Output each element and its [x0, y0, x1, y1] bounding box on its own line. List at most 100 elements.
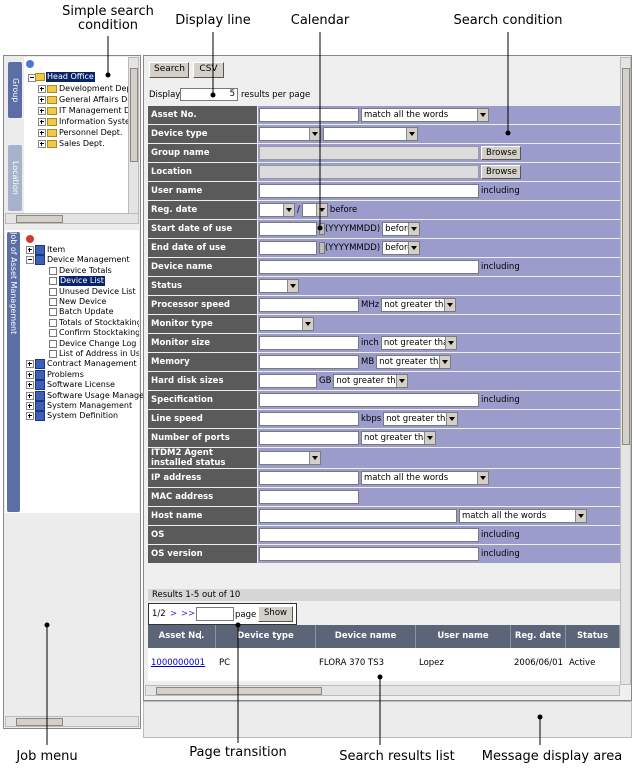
menu-item[interactable]: Totals of Stocktaking-U — [59, 317, 139, 327]
column-header[interactable]: User name — [416, 625, 511, 648]
pager-next[interactable]: > — [170, 609, 178, 619]
tree-node[interactable]: Head Office — [46, 72, 95, 82]
menu-item[interactable]: Device List — [59, 276, 105, 287]
select[interactable] — [259, 203, 295, 217]
tree-node[interactable]: Sales Dept. — [59, 139, 105, 148]
field-label: Number of ports — [148, 428, 258, 448]
calendar-icon[interactable] — [319, 242, 325, 254]
text-input[interactable] — [259, 431, 359, 445]
select[interactable] — [259, 451, 321, 465]
select[interactable]: not greater than — [381, 298, 457, 312]
folder-icon — [47, 107, 57, 115]
column-header[interactable]: Device name — [316, 625, 416, 648]
menu-item[interactable]: New Device — [59, 297, 107, 306]
text-input[interactable] — [259, 241, 317, 255]
tab[interactable]: Location — [8, 145, 22, 211]
select-arrow — [287, 280, 298, 292]
text-input[interactable] — [259, 108, 359, 122]
field-text: MB — [361, 357, 375, 367]
form-row: Line speed kbps not greater than — [148, 409, 620, 429]
menu-item[interactable]: Unused Device List — [59, 286, 136, 296]
select[interactable] — [259, 279, 299, 293]
display-input[interactable]: 5 — [180, 88, 238, 101]
menu-item[interactable]: Software License — [47, 380, 115, 390]
select[interactable]: not greater than — [361, 431, 436, 445]
tree-node[interactable]: IT Management Dep — [59, 106, 128, 115]
tree-node[interactable]: General Affairs Dep — [59, 95, 128, 104]
text-input[interactable] — [259, 184, 479, 198]
calendar-icon[interactable] — [319, 223, 325, 235]
tree-node[interactable]: Development Dept. — [59, 84, 128, 93]
text-input[interactable] — [259, 490, 359, 504]
display-suffix: results per page — [241, 90, 311, 100]
text-input[interactable] — [259, 336, 359, 350]
select[interactable]: before — [382, 222, 421, 236]
menu-item[interactable]: Confirm Stocktaking D — [59, 328, 139, 338]
menu-item[interactable]: List of Address in Use — [59, 349, 139, 358]
field-value: match all the words — [257, 106, 620, 125]
result-cell: FLORA 370 TS3 — [319, 658, 385, 668]
tree-node[interactable]: Personnel Dept. — [59, 128, 123, 137]
text-input[interactable] — [259, 528, 479, 542]
text-input[interactable] — [259, 471, 359, 485]
menu-item[interactable]: Problems — [47, 369, 84, 379]
column-header[interactable]: Device type — [216, 625, 316, 648]
select[interactable]: match all the words — [361, 108, 489, 122]
menu-item[interactable]: Contract Management — [47, 359, 137, 369]
book-icon — [35, 401, 45, 411]
form-row: Device type — [148, 124, 620, 144]
select[interactable] — [259, 317, 314, 331]
select-arrow — [396, 375, 408, 387]
tab[interactable]: Job of Asset Management — [7, 232, 20, 512]
field-value: including — [257, 257, 620, 277]
pager-last[interactable]: >> — [181, 609, 196, 619]
field-label: Monitor size — [148, 333, 258, 353]
button[interactable]: Show — [258, 606, 293, 622]
page-input[interactable] — [196, 607, 234, 621]
button[interactable]: Browse — [481, 146, 521, 160]
text-input — [259, 165, 479, 179]
text-input[interactable] — [259, 222, 317, 236]
button[interactable]: Browse — [481, 165, 521, 179]
button[interactable]: CSV — [193, 62, 224, 78]
text-input[interactable] — [259, 298, 359, 312]
menu-item[interactable]: System Definition — [47, 411, 119, 421]
select[interactable] — [301, 203, 328, 217]
text-input[interactable] — [259, 355, 359, 369]
field-text: including — [481, 549, 520, 559]
column-header[interactable]: Status — [566, 625, 620, 648]
menu-item[interactable]: Device Management — [47, 255, 130, 265]
tree-node[interactable]: Information System — [59, 117, 128, 126]
text-input[interactable] — [259, 547, 479, 561]
menu-item[interactable]: Batch Update — [59, 307, 114, 317]
select[interactable] — [323, 127, 418, 141]
search-form: Asset No. match all the words Device type G… — [148, 106, 620, 564]
asset-link[interactable]: 1000000001 — [151, 658, 206, 668]
select[interactable]: not greater than — [383, 412, 459, 426]
column-header[interactable]: Reg. date — [511, 625, 566, 648]
menu-item[interactable]: System Management — [47, 401, 133, 410]
select[interactable]: before — [382, 241, 421, 255]
form-row: Monitor type — [148, 314, 620, 334]
text-input[interactable] — [259, 393, 479, 407]
select[interactable]: match all the words — [459, 509, 587, 523]
text-input[interactable] — [259, 260, 479, 274]
column-header[interactable]: Asset No. — [148, 625, 216, 648]
select-arrow — [444, 299, 456, 311]
select[interactable] — [259, 127, 321, 141]
menu-item[interactable]: Device Change Log — [59, 338, 137, 348]
select-arrow — [439, 356, 451, 368]
text-input[interactable] — [259, 412, 359, 426]
menu-item[interactable]: Item — [47, 245, 66, 254]
select[interactable]: not greater than — [333, 374, 409, 388]
text-input[interactable] — [259, 509, 457, 523]
button[interactable]: Search — [149, 62, 189, 78]
menu-item[interactable]: Software Usage Managem — [47, 390, 152, 400]
select[interactable]: not greater than — [376, 355, 452, 369]
menu-item[interactable]: Device Totals — [59, 265, 112, 275]
select[interactable]: match all the words — [361, 471, 489, 485]
page-icon — [49, 329, 57, 338]
select[interactable]: not greater than — [380, 336, 457, 350]
text-input[interactable] — [259, 374, 317, 388]
tab[interactable]: Group — [8, 62, 22, 118]
